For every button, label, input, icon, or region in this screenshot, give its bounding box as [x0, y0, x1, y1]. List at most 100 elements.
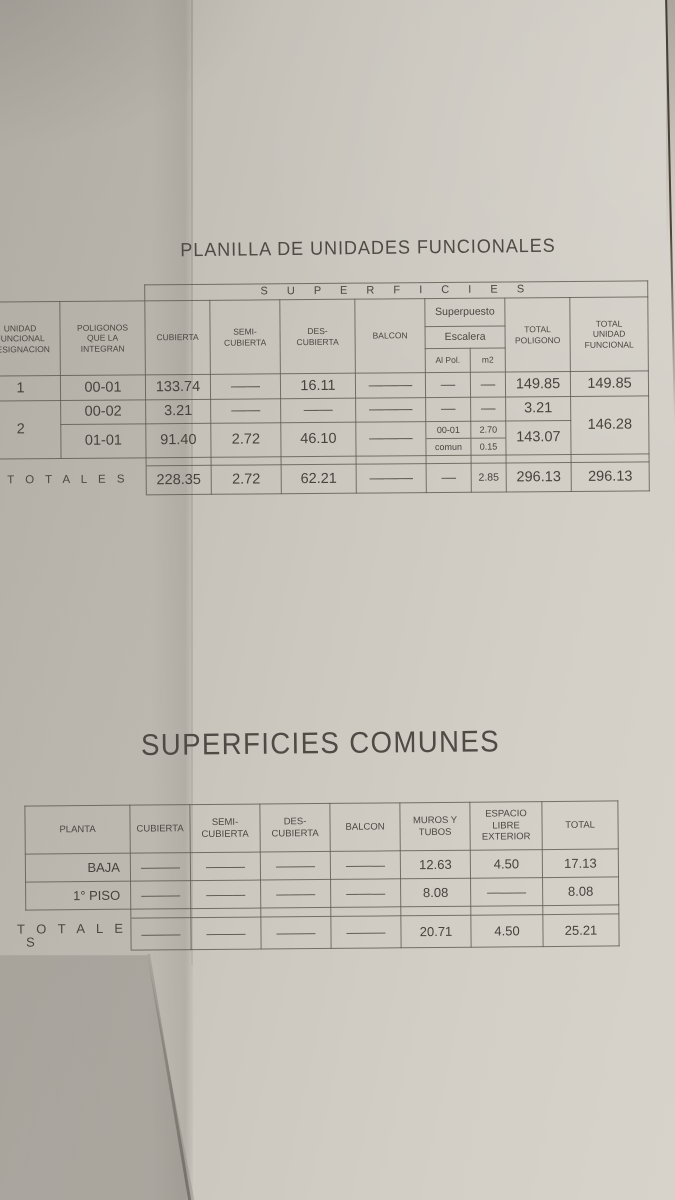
col-header-des-cubierta: DES- CUBIERTA [279, 299, 356, 374]
cell-al-pol: — [425, 372, 471, 398]
cell-muros: 12.63 [400, 850, 471, 879]
cell-cubierta: ——— [130, 852, 191, 882]
totals-row: T O T A L E S 228.35 2.72 62.21 ——— — 2.… [0, 461, 650, 497]
cell-balcon-total: ——— [356, 463, 427, 494]
cell-balcon: ——— [355, 421, 427, 457]
cell-espacio: 4.50 [470, 849, 543, 879]
col-header-total-poligono: TOTAL POLIGONO [504, 297, 571, 373]
col-header-cubierta: CUBIERTA [144, 300, 211, 375]
cell-semi-cubierta: ——— [190, 852, 261, 881]
page-fold-shading [0, 0, 193, 1200]
cell-total: 17.13 [542, 848, 619, 878]
cell-des-cubierta: ——— [260, 879, 331, 909]
cell-semi-cubierta: 2.72 [210, 422, 282, 458]
cell-cubierta: 133.74 [145, 374, 211, 400]
cell-planta: 1° PISO [25, 881, 131, 911]
col-header-escalera: Escalera [425, 326, 506, 349]
cell-total-poligono: 3.21 [505, 396, 571, 421]
cell-balcon: ——— [355, 372, 426, 399]
unidades-table: S U P E R F I C I E S UNIDAD FUNCIONAL D… [0, 280, 650, 497]
al-pol-bottom-value: comun [434, 441, 462, 452]
stacked-values: 00-01 comun [426, 421, 471, 455]
col-header-balcon: BALCON [329, 802, 401, 852]
cell-al-pol-stacked: 00-01 comun [425, 421, 472, 456]
col-header-semi-cubierta: SEMI- CUBIERTA [209, 299, 281, 375]
cell-unidad: 1 [0, 375, 61, 402]
cell-total-total: 25.21 [542, 913, 620, 947]
cell-cubierta: 91.40 [145, 423, 212, 458]
cell-semi-cubierta: ——— [190, 880, 261, 909]
cell-total-poligono: 149.85 [505, 371, 571, 397]
col-header-m2: m2 [470, 348, 506, 373]
empty-corner-cell [0, 285, 145, 302]
cell-m2: — [470, 396, 506, 422]
cell-m2: — [470, 372, 506, 398]
cell-cubierta-total: 228.35 [146, 465, 212, 495]
table-row: PLANTA CUBIERTA SEMI- CUBIERTA DES- CUBI… [24, 800, 619, 855]
cell-poligono: 00-02 [60, 399, 146, 425]
cell-total: 8.08 [542, 876, 619, 906]
cell-total-unidad: 149.85 [570, 370, 649, 397]
cell-m2-stacked: 2.70 0.15 [470, 420, 507, 456]
col-header-planta: PLANTA [24, 805, 131, 855]
totals-label: T O T A L E S [17, 918, 132, 952]
table-row: UNIDAD FUNCIONAL DESIGNACION POLIGONOS Q… [0, 296, 649, 377]
cell-total-poligono: 143.07 [505, 420, 572, 455]
spacer-cell [471, 454, 507, 464]
totals-row: T O T A L E S ——— ——— ——— ——— 20.71 4.50… [17, 913, 620, 952]
comunes-table: PLANTA CUBIERTA SEMI- CUBIERTA DES- CUBI… [17, 800, 620, 952]
col-header-des-cubierta: DES- CUBIERTA [259, 803, 331, 853]
m2-top-value: 2.70 [471, 421, 506, 439]
cell-planta: BAJA [25, 853, 131, 883]
cell-cubierta: 3.21 [145, 399, 211, 424]
totals-label: T O T A L E S [0, 465, 147, 497]
cell-muros: 8.08 [400, 878, 471, 907]
cell-espacio: ——— [470, 877, 543, 907]
cell-cubierta: ——— [130, 880, 191, 910]
col-header-espacio-libre: ESPACIO LIBRE EXTERIOR [469, 801, 543, 851]
cell-balcon-total: ——— [330, 915, 402, 949]
cell-semi-total: ——— [190, 917, 262, 950]
table-row: 01-01 91.40 2.72 46.10 ——— 00-01 comun 2… [0, 420, 649, 459]
cell-poligono: 00-01 [60, 374, 146, 401]
col-header-balcon: BALCON [354, 298, 426, 374]
col-header-semi-cubierta: SEMI- CUBIERTA [189, 804, 261, 853]
cell-des-total: 62.21 [281, 464, 357, 494]
al-pol-top-value: 00-01 [426, 421, 471, 440]
cell-poligono: 01-01 [60, 423, 147, 459]
m2-bottom-value: 0.15 [479, 441, 498, 452]
cell-balcon: ——— [330, 878, 401, 908]
cell-semi-total: 2.72 [211, 464, 282, 495]
cell-des-cubierta: —— [280, 398, 356, 423]
cell-unidad: 2 [0, 400, 62, 460]
cell-balcon: ——— [355, 397, 426, 423]
comunes-section-title: SUPERFICIES COMUNES [140, 725, 501, 762]
stacked-values: 2.70 0.15 [471, 421, 506, 455]
unidades-section-title: PLANILLA DE UNIDADES FUNCIONALES [180, 235, 556, 262]
cell-m2-total: 2.85 [471, 462, 507, 493]
col-header-superpuesto: Superpuesto [424, 298, 506, 327]
col-header-total: TOTAL [541, 800, 619, 850]
cell-espacio-total: 4.50 [470, 914, 544, 948]
cell-al-pol-total: — [426, 463, 472, 493]
cell-semi-cubierta: —— [210, 373, 281, 400]
cell-muros-total: 20.71 [400, 915, 472, 948]
col-header-total-unidad: TOTAL UNIDAD FUNCIONAL [569, 296, 649, 372]
col-header-poligonos: POLIGONOS QUE LA INTEGRAN [59, 300, 146, 376]
col-header-cubierta: CUBIERTA [129, 804, 191, 854]
cell-total-poligono-total: 296.13 [506, 462, 572, 492]
cell-cubierta-total: ——— [130, 917, 192, 951]
cell-balcon: ——— [330, 850, 401, 880]
cell-des-total: ——— [260, 916, 332, 950]
col-header-muros-y-tubos: MUROS Y TUBOS [399, 802, 471, 851]
cell-total-unidad-total: 296.13 [571, 461, 650, 492]
cell-des-cubierta: 16.11 [280, 373, 356, 399]
page-fold-line [191, 0, 193, 965]
cell-des-cubierta: 46.10 [280, 422, 357, 457]
cell-total-unidad: 146.28 [570, 395, 650, 455]
col-header-unidad: UNIDAD FUNCIONAL DESIGNACION [0, 301, 61, 377]
paper-edge-shade [666, 0, 675, 250]
cell-al-pol: — [425, 397, 471, 422]
